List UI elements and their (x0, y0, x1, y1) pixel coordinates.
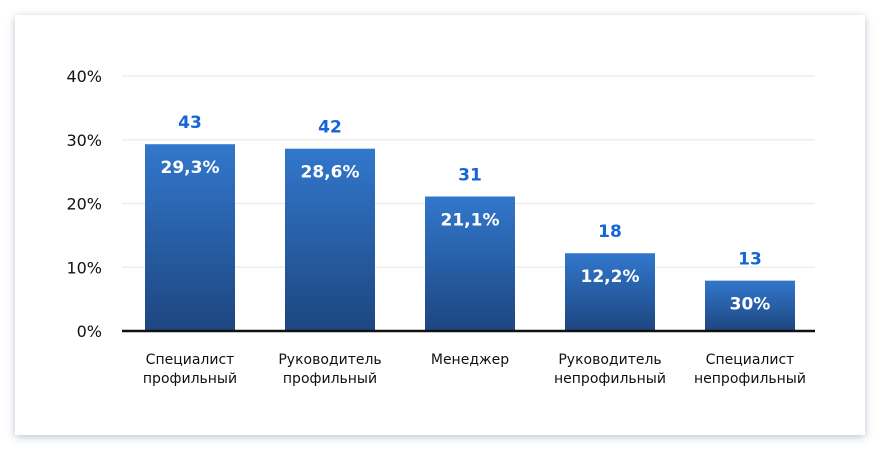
y-tick-label: 0% (77, 322, 102, 341)
bar (425, 196, 515, 331)
count-label: 42 (318, 118, 342, 138)
y-tick-label: 10% (66, 258, 102, 277)
value-label: 12,2% (581, 267, 640, 287)
category-label: Руководитель (558, 352, 661, 368)
value-label: 30% (730, 295, 771, 315)
value-label: 29,3% (161, 158, 220, 178)
category-label: Специалист (706, 352, 795, 368)
category-label: непрофильный (554, 371, 666, 387)
bar (565, 253, 655, 331)
count-label: 31 (458, 165, 482, 185)
category-label: непрофильный (694, 371, 806, 387)
y-tick-label: 20% (66, 195, 102, 214)
value-label: 21,1% (441, 210, 500, 230)
bar (285, 148, 375, 331)
category-label: Руководитель (278, 352, 381, 368)
bar (705, 280, 795, 331)
y-tick-label: 40% (66, 67, 102, 86)
count-label: 43 (178, 113, 202, 133)
count-label: 13 (738, 250, 762, 270)
category-label: профильный (283, 371, 377, 387)
y-tick-label: 30% (66, 131, 102, 150)
category-label: Специалист (146, 352, 235, 368)
category-label: профильный (143, 371, 237, 387)
bar (145, 144, 235, 331)
count-label: 18 (598, 222, 622, 242)
value-label: 28,6% (301, 163, 360, 183)
category-label: Менеджер (431, 352, 509, 368)
